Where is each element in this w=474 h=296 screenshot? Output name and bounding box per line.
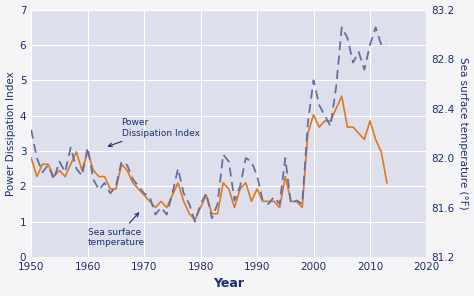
X-axis label: Year: Year bbox=[213, 277, 244, 290]
Y-axis label: Sea surface temperature (°F): Sea surface temperature (°F) bbox=[458, 57, 468, 210]
Y-axis label: Power Dissipation Index: Power Dissipation Index bbox=[6, 71, 16, 196]
Text: Sea surface
temperature: Sea surface temperature bbox=[88, 213, 145, 247]
Text: Power
Dissipation Index: Power Dissipation Index bbox=[109, 118, 200, 147]
